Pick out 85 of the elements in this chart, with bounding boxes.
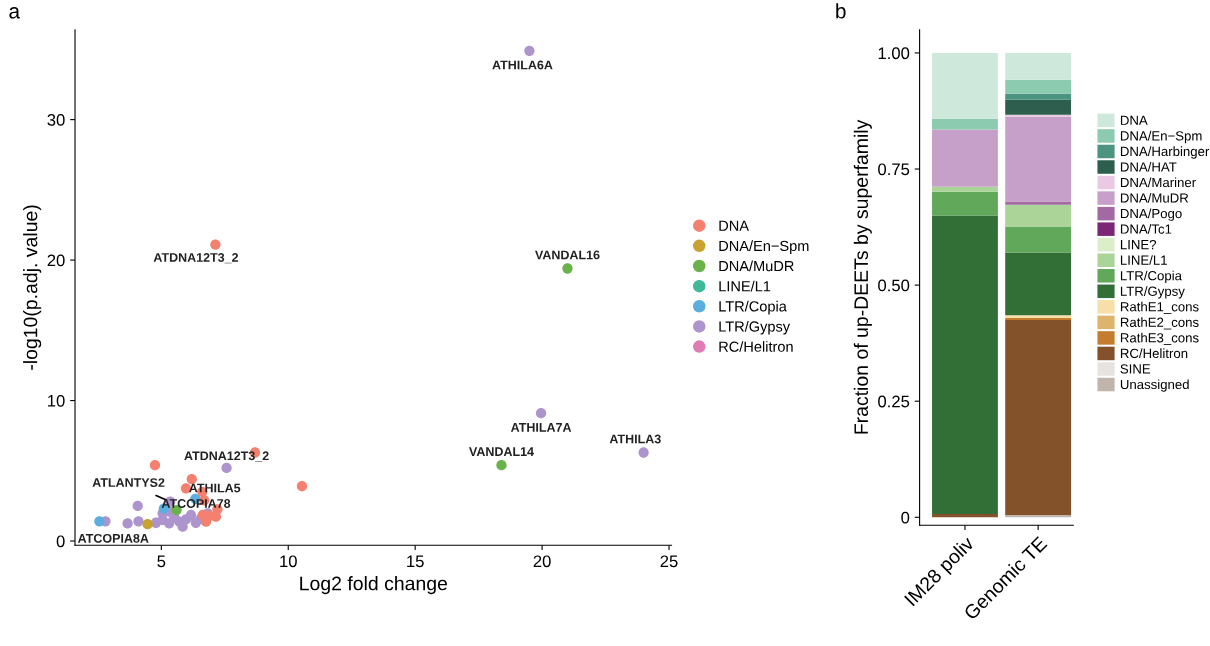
point — [132, 500, 143, 512]
legend-label: LTR/Copia — [719, 300, 787, 315]
legend-label: RC/Helitron — [1120, 348, 1188, 359]
legend-label: DNA — [1120, 115, 1148, 125]
legend-label: Unassigned — [1120, 379, 1189, 392]
x-axis-title: Log2 fold change — [300, 576, 448, 595]
bar — [932, 129, 998, 187]
chart-title: b — [836, 3, 846, 19]
legend-label: RathE2_cons — [1120, 317, 1199, 330]
point — [524, 45, 535, 56]
point — [535, 408, 547, 419]
legend-label: RathE1_cons — [1120, 301, 1199, 314]
y-axis-title: -log10(p.adj. value) — [23, 205, 42, 370]
bar — [932, 191, 998, 216]
bar — [1005, 201, 1072, 205]
bar — [1005, 252, 1072, 316]
bar — [932, 186, 998, 192]
bar — [1005, 226, 1072, 253]
annotation: ATHILA6A — [492, 60, 553, 70]
legend-label: LTR/Gypsy — [1120, 286, 1185, 299]
bar — [1005, 116, 1072, 202]
point — [638, 447, 649, 458]
annotation: ATHILA3 — [609, 434, 661, 444]
point — [122, 518, 133, 529]
legend-label: DNA/Pogo — [1120, 208, 1182, 221]
bar — [1005, 52, 1072, 80]
point — [496, 460, 507, 471]
legend-label: DNA/Tc1 — [1120, 224, 1172, 234]
y-tick-label: 0 — [56, 535, 65, 548]
bar — [1005, 99, 1072, 115]
annotation: ATCOPIA8A — [77, 533, 149, 543]
legend-label: DNA/MuDR — [719, 260, 794, 272]
bar — [932, 514, 998, 518]
legend-label: RathE3_cons — [1120, 332, 1199, 345]
legend-label: DNA/Harbinger — [1120, 146, 1210, 159]
y-tick-label: 30 — [47, 114, 65, 126]
point — [562, 263, 573, 274]
point — [296, 481, 308, 492]
legend-label: SINE — [1120, 364, 1151, 374]
point — [94, 516, 105, 527]
point — [221, 462, 232, 474]
bar — [1005, 93, 1072, 100]
point — [149, 460, 161, 471]
point — [185, 509, 197, 521]
x-tick-label: 10 — [280, 555, 297, 568]
y-tick-label: 0.50 — [878, 279, 910, 292]
annotation: ATDNA12T3_2 — [153, 253, 239, 264]
bar — [1005, 79, 1072, 94]
y-tick-label: 10 — [48, 394, 65, 407]
legend-label: LTR/Copia — [1120, 270, 1182, 283]
bar — [932, 118, 998, 130]
legend-label: DNA/Mariner — [1120, 177, 1196, 188]
bar — [1005, 319, 1072, 515]
legend-label: DNA — [719, 220, 749, 231]
annotation: ATHILA7A — [510, 423, 572, 432]
legend-label: RC/Helitron — [719, 341, 793, 352]
x-tick-label: 20 — [533, 555, 551, 568]
chart-title: a — [9, 7, 21, 19]
annotation: ATDNA12T3_2 — [184, 451, 269, 462]
point — [133, 516, 144, 527]
x-tick-label: 5 — [157, 555, 166, 568]
legend-label: DNA/HAT — [1120, 161, 1177, 172]
y-tick-label: 1.00 — [878, 47, 910, 60]
point — [210, 239, 221, 250]
annotation: VANDAL16 — [535, 250, 600, 260]
x-tick-label: 25 — [660, 555, 678, 568]
y-axis-title: Fraction of up-DEETs by superfamily — [853, 119, 872, 434]
legend-label: LINE? — [1120, 239, 1157, 250]
legend-label: LTR/Gypsy — [719, 320, 791, 335]
legend-label: LINE/L1 — [719, 280, 771, 292]
bar — [932, 52, 998, 119]
legend-label: DNA/MuDR — [1120, 192, 1189, 203]
bar — [1005, 204, 1072, 227]
annotation: ATLANTYS2 — [92, 478, 165, 487]
y-tick-label: 0.75 — [878, 163, 910, 176]
x-tick-label: 15 — [407, 555, 424, 568]
legend-label: DNA/En−Spm — [719, 240, 809, 254]
legend-label: LINE/L1 — [1120, 255, 1167, 265]
legend-label: DNA/En−Spm — [1120, 130, 1202, 144]
annotation: VANDAL14 — [469, 447, 534, 456]
bar — [932, 215, 998, 515]
y-tick-label: 0.25 — [878, 395, 910, 408]
point — [142, 519, 153, 530]
y-tick-label: 20 — [47, 254, 65, 267]
y-tick-label: 0 — [901, 511, 910, 524]
